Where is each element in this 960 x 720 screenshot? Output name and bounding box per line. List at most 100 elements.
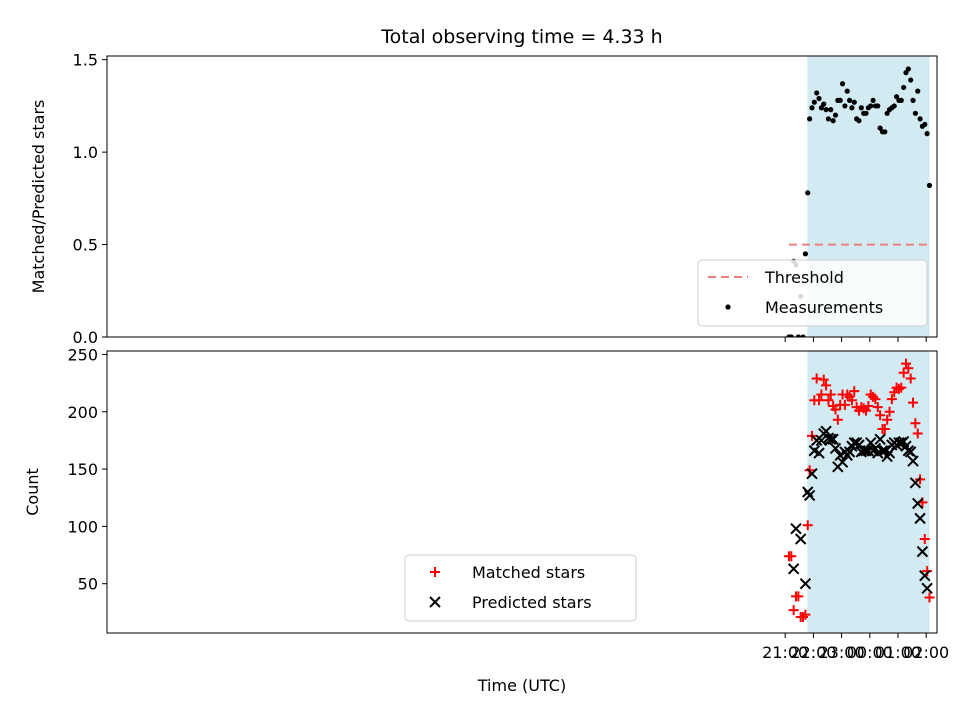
measurement-point xyxy=(805,190,811,196)
observing-span-1 xyxy=(807,351,930,633)
measurement-point xyxy=(846,97,853,103)
measurement-point xyxy=(926,182,933,189)
plot-area-1 xyxy=(783,358,935,622)
measurement-point xyxy=(882,129,888,135)
measurement-point xyxy=(851,99,857,105)
measurement-point xyxy=(903,70,909,76)
matched-star-marker xyxy=(798,611,809,622)
matched-star-marker xyxy=(912,428,923,439)
measurement-point xyxy=(856,118,862,124)
predicted-star-marker xyxy=(813,447,825,459)
predicted-star-marker xyxy=(827,433,839,445)
measurement-point xyxy=(868,103,874,109)
legend-label: Measurements xyxy=(765,298,883,317)
measurement-point xyxy=(832,112,839,118)
predicted-star-marker xyxy=(862,445,875,457)
matched-star-marker xyxy=(786,551,797,562)
y-tick-label: 50 xyxy=(78,575,98,594)
matched-star-marker xyxy=(788,605,799,616)
predicted-star-marker xyxy=(836,456,849,468)
matched-star-marker xyxy=(825,389,836,400)
y-tick-label: 0.5 xyxy=(73,236,98,255)
predicted-star-marker xyxy=(803,489,816,502)
legend-label: Predicted stars xyxy=(472,593,592,612)
legend-box-0 xyxy=(697,259,928,327)
measurement-point xyxy=(830,118,836,124)
predicted-star-marker xyxy=(874,433,886,445)
matched-star-marker xyxy=(919,534,930,544)
measurement-point xyxy=(908,77,914,83)
measurement-point xyxy=(839,81,846,87)
matched-star-marker xyxy=(800,609,811,620)
measurement-point xyxy=(891,103,897,109)
measurement-point xyxy=(818,105,824,111)
matched-star-marker xyxy=(830,404,841,415)
measurement-point xyxy=(884,110,890,116)
matched-star-marker xyxy=(802,520,813,531)
chart-title: Total observing time = 4.33 h xyxy=(380,26,662,48)
predicted-star-marker xyxy=(843,446,856,458)
x-tick-label: 00:00 xyxy=(847,643,893,662)
matched-star-marker xyxy=(882,414,893,425)
measurement-point xyxy=(811,99,817,105)
matched-star-marker xyxy=(823,395,834,406)
matched-star-marker xyxy=(811,373,822,384)
predicted-star-marker xyxy=(921,582,933,595)
matched-star-marker xyxy=(910,418,921,429)
matched-star-marker xyxy=(905,373,916,384)
y-tick-label: 100 xyxy=(67,517,98,536)
measurement-point xyxy=(837,97,843,103)
measurement-point xyxy=(917,116,923,122)
measurement-point xyxy=(901,84,907,91)
matched-star-marker xyxy=(846,395,857,406)
matched-star-marker xyxy=(908,397,919,408)
matched-star-marker xyxy=(832,414,843,425)
matched-star-marker xyxy=(872,402,883,413)
y-axis-label: Matched/Predicted stars xyxy=(29,100,48,294)
measurement-point xyxy=(863,110,869,116)
legend-matched-swatch xyxy=(430,567,440,577)
measurement-point xyxy=(905,66,911,72)
matched-star-marker xyxy=(875,410,886,421)
predicted-star-marker xyxy=(914,512,926,525)
y-tick-label: 200 xyxy=(67,403,98,422)
matched-star-marker xyxy=(818,374,829,385)
y-tick-label: 150 xyxy=(67,460,98,479)
legend-label: Threshold xyxy=(764,268,844,287)
measurement-point xyxy=(922,121,928,128)
predicted-star-marker xyxy=(919,569,931,582)
axes-frame-0 xyxy=(106,55,938,338)
x-tick-label: 21:00 xyxy=(762,643,808,662)
measurement-point xyxy=(877,125,883,131)
matched-star-marker xyxy=(839,399,850,410)
measurement-point xyxy=(788,334,794,337)
predicted-star-marker xyxy=(815,434,828,447)
x-tick-label: 02:00 xyxy=(903,643,949,662)
matched-star-marker xyxy=(793,591,804,602)
matched-star-marker xyxy=(896,382,907,393)
matched-star-marker xyxy=(870,394,881,405)
y-tick-label: 0.0 xyxy=(73,328,98,347)
measurement-point xyxy=(795,334,801,337)
y-tick-label: 1.5 xyxy=(73,51,98,70)
measurement-point xyxy=(807,116,813,122)
matched-star-marker xyxy=(816,389,827,400)
predicted-star-marker xyxy=(790,522,802,535)
matched-star-marker xyxy=(821,380,832,391)
predicted-star-marker xyxy=(799,577,812,590)
measurement-point xyxy=(800,334,806,337)
measurement-point xyxy=(912,110,918,116)
predicted-star-marker xyxy=(909,477,922,489)
matched-star-marker xyxy=(898,367,909,378)
predicted-star-marker xyxy=(825,433,837,445)
predicted-star-marker xyxy=(912,497,924,510)
measurement-point xyxy=(802,251,809,257)
predicted-star-marker xyxy=(916,545,929,558)
x-tick-label: 22:00 xyxy=(790,643,836,662)
y-axis-label: Count xyxy=(23,468,42,516)
x-axis-label: Time (UTC) xyxy=(477,676,566,695)
matched-star-marker xyxy=(924,592,935,603)
measurement-point xyxy=(828,107,834,113)
predicted-star-marker xyxy=(787,563,800,575)
